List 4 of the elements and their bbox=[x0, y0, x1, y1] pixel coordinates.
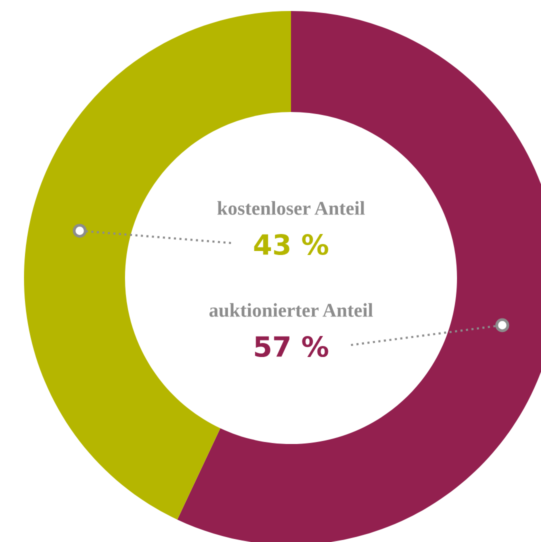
slice-label: auktionierter Anteil bbox=[209, 303, 373, 317]
data-label: 57 % bbox=[255, 336, 328, 358]
slice-label: kostenloser Anteil bbox=[217, 201, 365, 215]
data-label: 43 % bbox=[254, 234, 328, 256]
